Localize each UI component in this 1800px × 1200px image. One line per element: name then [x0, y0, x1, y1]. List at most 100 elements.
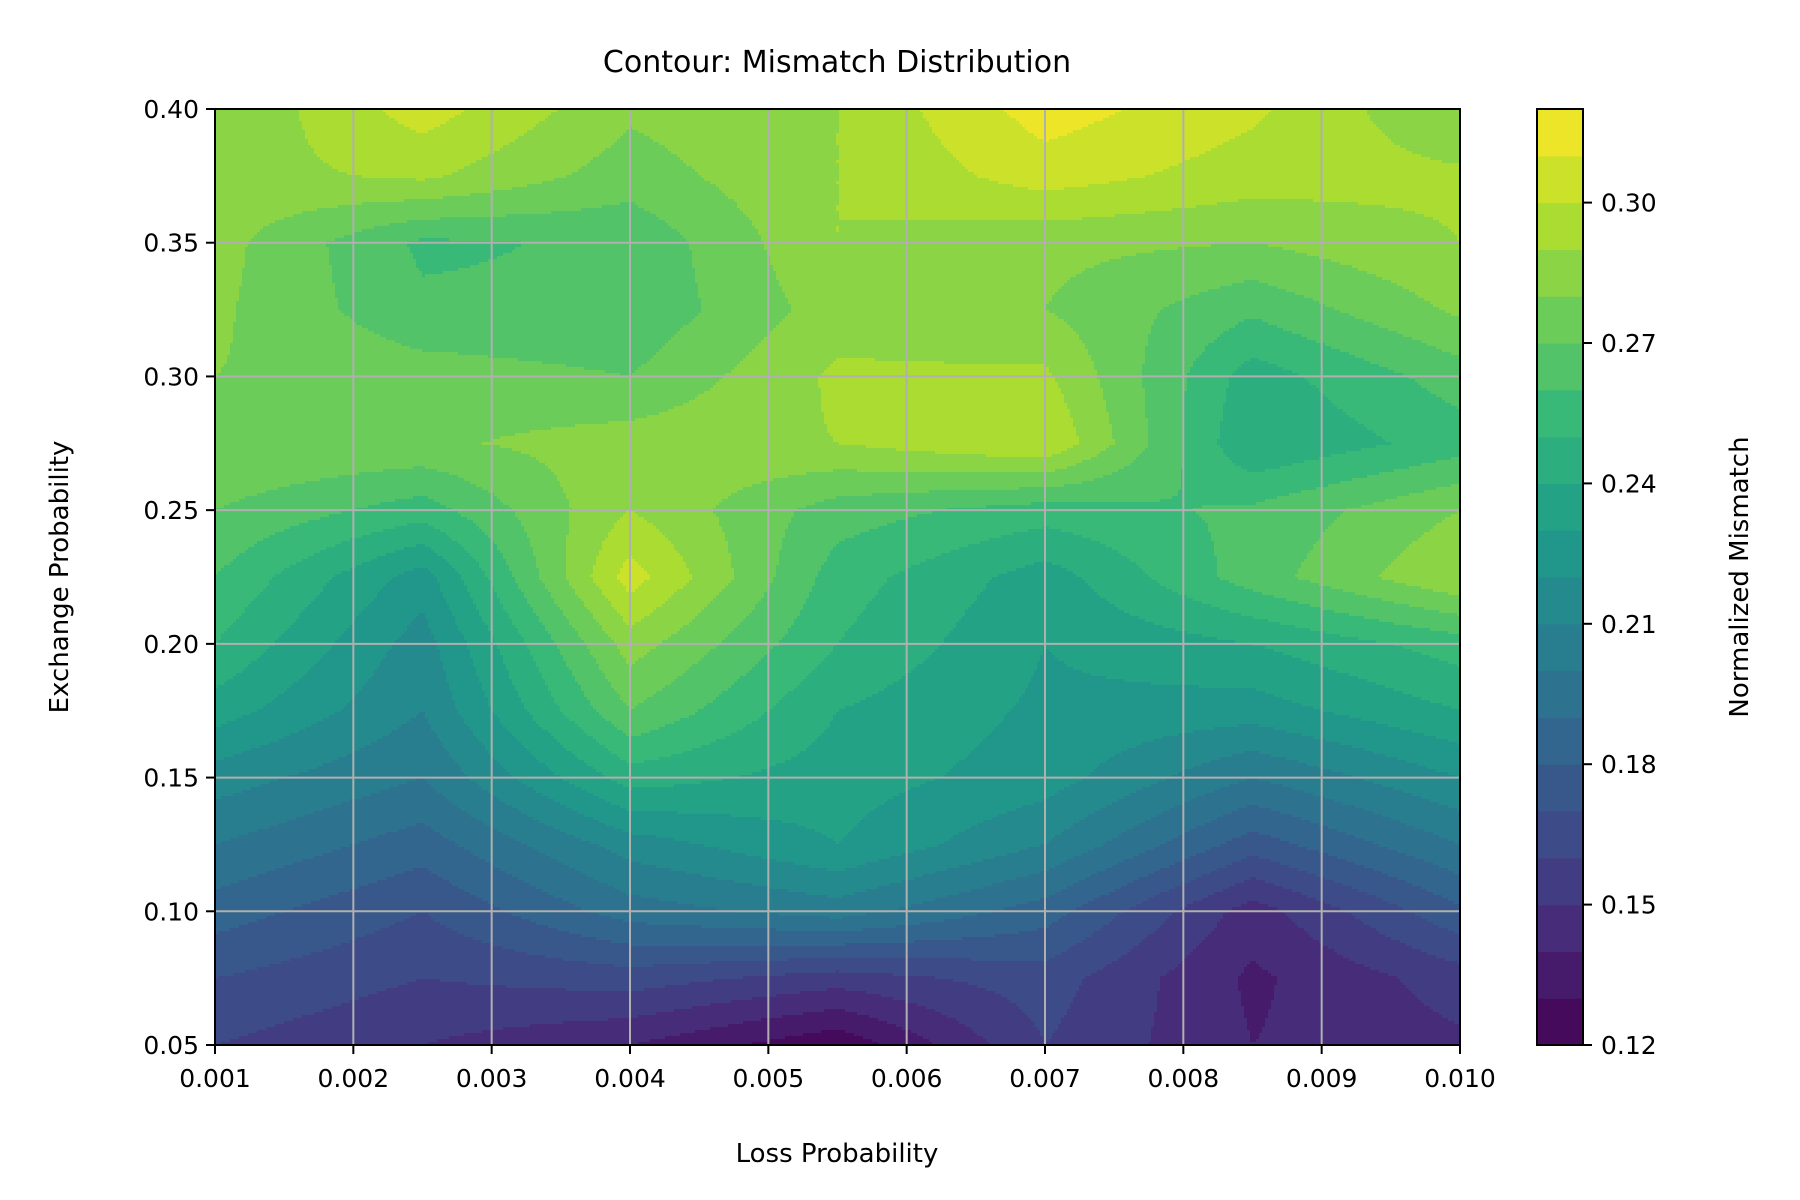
contour-band-segment: [1145, 415, 1185, 419]
contour-band-segment: [257, 967, 1104, 971]
contour-band-segment: [1079, 820, 1146, 824]
contour-band-segment: [623, 565, 642, 569]
contour-band-segment: [596, 583, 624, 587]
contour-band-segment: [1184, 433, 1221, 437]
contour-band-segment: [1388, 901, 1455, 905]
contour-band-segment: [215, 325, 234, 329]
contour-band-segment: [827, 988, 846, 992]
contour-band-segment: [1313, 736, 1437, 740]
contour-band-segment: [1010, 709, 1323, 713]
contour-band-segment: [248, 604, 309, 608]
contour-band-segment: [443, 556, 474, 560]
contour-band-segment: [332, 271, 423, 275]
contour-band-segment: [731, 850, 915, 854]
contour-band-segment: [1019, 487, 1182, 491]
contour-band-segment: [605, 538, 669, 542]
contour-band-segment: [215, 151, 315, 155]
contour-band-segment: [1394, 601, 1460, 605]
contour-band-segment: [947, 868, 1050, 872]
contour-band-segment: [536, 613, 564, 617]
contour-band-segment: [1118, 607, 1221, 611]
contour-band-segment: [344, 235, 684, 239]
contour-band-segment: [464, 1033, 681, 1037]
contour-band-segment: [1229, 328, 1284, 332]
contour-band-segment: [1301, 565, 1389, 569]
contour-band-segment: [215, 844, 351, 848]
contour-band-segment: [839, 709, 1011, 713]
contour-band-segment: [1322, 709, 1460, 713]
contour-band-segment: [1037, 661, 1065, 665]
contour-band-segment: [311, 667, 378, 671]
contour-band-segment: [830, 721, 1002, 725]
contour-band-segment: [491, 190, 723, 194]
contour-band-segment: [497, 715, 534, 719]
contour-band-segment: [1400, 553, 1460, 557]
contour-band-segment: [566, 553, 600, 557]
contour-band-segment: [731, 556, 780, 560]
contour-band-segment: [1160, 988, 1239, 992]
contour-band-segment: [752, 223, 1443, 227]
contour-band-segment: [917, 1003, 1017, 1007]
contour-band-segment: [1010, 1000, 1074, 1004]
contour-band-segment: [407, 244, 522, 248]
contour-band-segment: [356, 937, 474, 941]
contour-band-segment: [968, 754, 1116, 758]
contour-band-segment: [515, 838, 582, 842]
contour-band-segment: [1427, 952, 1460, 956]
contour-band-segment: [911, 670, 1035, 674]
contour-band-segment: [521, 451, 936, 455]
contour-band-segment: [215, 970, 246, 974]
contour-band-segment: [1322, 391, 1431, 395]
contour-band-segment: [1085, 268, 1359, 272]
contour-band-segment: [953, 154, 1200, 158]
contour-band-segment: [380, 664, 444, 668]
contour-band-segment: [1091, 457, 1137, 461]
contour-band-segment: [413, 619, 429, 623]
contour-band-segment: [530, 652, 561, 656]
contour-band-segment: [215, 244, 249, 248]
contour-band-segment: [458, 169, 579, 173]
contour-band-segment: [638, 367, 735, 371]
contour-band-segment: [941, 553, 1122, 557]
contour-band-segment: [1184, 448, 1224, 452]
contour-band-segment: [599, 586, 627, 590]
contour-band-segment: [647, 571, 690, 575]
contour-band-segment: [1160, 499, 1266, 503]
contour-band-segment: [1142, 376, 1188, 380]
contour-band-segment: [470, 850, 540, 854]
contour-band-segment: [755, 607, 804, 611]
contour-band-segment: [281, 571, 342, 575]
contour-band-segment: [1196, 796, 1326, 800]
contour-band-segment: [359, 613, 420, 617]
contour-band-segment: [923, 112, 1008, 116]
contour-band-segment: [713, 598, 762, 602]
contour-band-segment: [596, 562, 624, 566]
contour-band-segment: [731, 559, 780, 563]
y-tick-label: 0.25: [143, 496, 199, 525]
contour-band-segment: [215, 115, 300, 119]
contour-band-segment: [1406, 547, 1460, 551]
contour-band-segment: [1199, 514, 1341, 518]
contour-band-segment: [941, 1012, 1026, 1016]
contour-band-segment: [1094, 364, 1143, 368]
contour-band-segment: [764, 595, 810, 599]
contour-band-segment: [218, 571, 282, 575]
contour-band-segment: [398, 727, 432, 731]
contour-band-segment: [758, 601, 807, 605]
contour-band-segment: [1196, 511, 1344, 515]
contour-band-segment: [1223, 406, 1338, 410]
contour-band-segment: [215, 253, 246, 257]
contour-band-segment: [920, 922, 1053, 926]
contour-band-segment: [1019, 121, 1095, 125]
contour-band-segment: [1142, 451, 1185, 455]
contour-band-segment: [1217, 559, 1305, 563]
contour-band-segment: [473, 658, 504, 662]
contour-band-segment: [215, 541, 258, 545]
contour-band-segment: [242, 268, 333, 272]
contour-band-segment: [548, 892, 627, 896]
contour-band-segment: [374, 670, 447, 674]
colorbar-swatch: [1537, 249, 1583, 297]
contour-band-segment: [1112, 802, 1185, 806]
contour-band-segment: [539, 667, 570, 671]
contour-band-segment: [1367, 271, 1460, 275]
